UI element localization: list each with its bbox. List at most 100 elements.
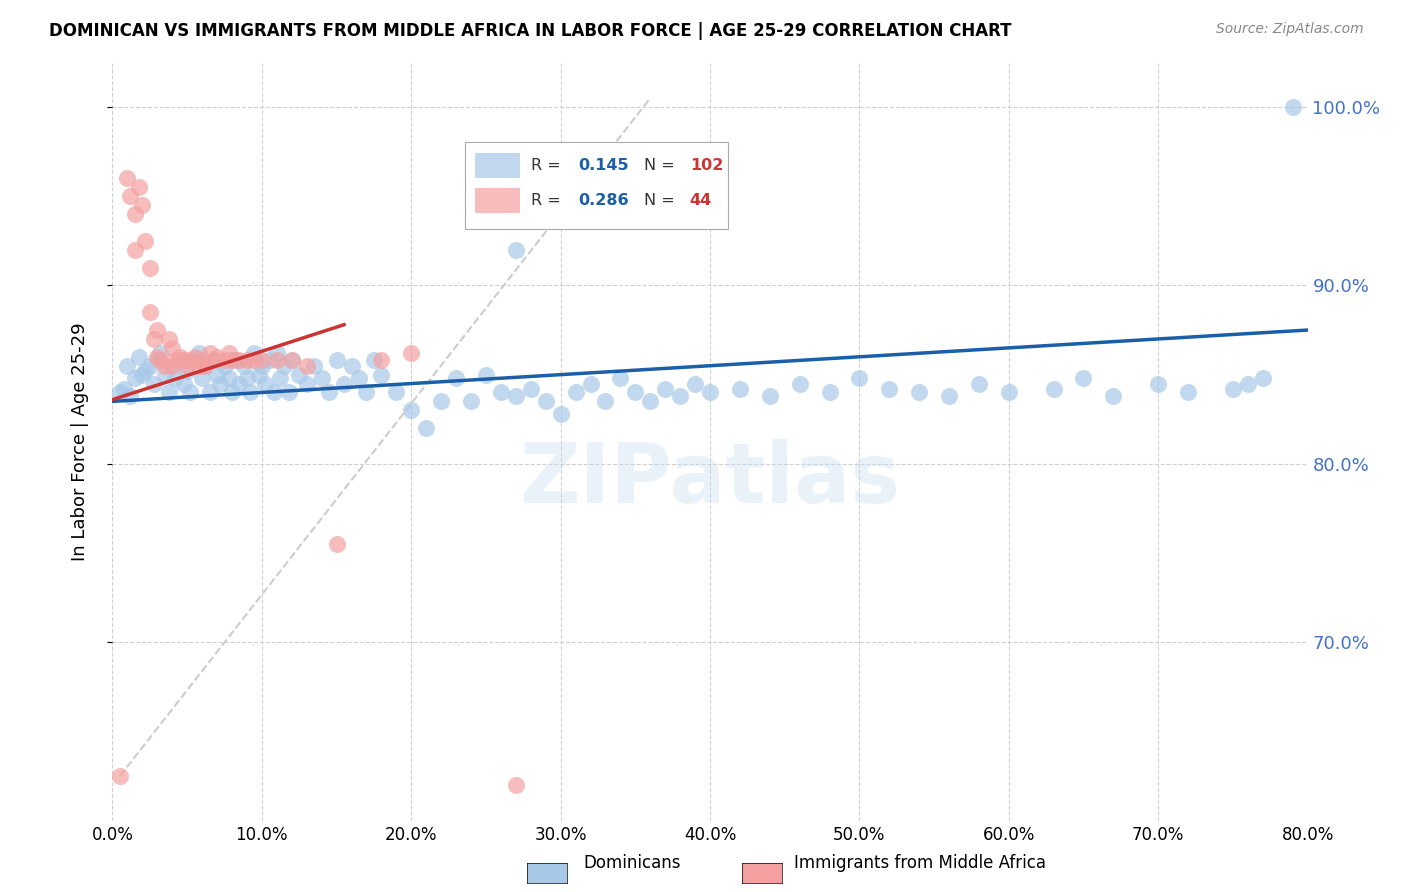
Point — [131, 198, 153, 212]
Point — [221, 353, 243, 368]
Point — [243, 353, 266, 368]
Point — [269, 371, 291, 385]
Point — [401, 403, 423, 417]
Point — [218, 346, 240, 360]
Point — [505, 389, 527, 403]
Point — [848, 371, 870, 385]
Point — [221, 385, 243, 400]
Point — [149, 346, 172, 360]
Point — [818, 385, 841, 400]
Point — [124, 207, 146, 221]
Point — [295, 376, 318, 391]
Point — [879, 382, 901, 396]
Bar — [475, 153, 520, 178]
Point — [347, 371, 370, 385]
Point — [281, 353, 304, 368]
Point — [363, 353, 385, 368]
Point — [281, 353, 304, 368]
Point — [325, 537, 347, 551]
Point — [624, 207, 647, 221]
Point — [183, 353, 205, 368]
Point — [356, 385, 378, 400]
Point — [236, 353, 259, 368]
Point — [1251, 371, 1274, 385]
Point — [228, 376, 250, 391]
Point — [325, 353, 347, 368]
Bar — [475, 188, 520, 212]
Point — [176, 359, 198, 373]
Point — [505, 778, 527, 792]
Point — [134, 364, 156, 378]
Point — [370, 353, 392, 368]
Point — [401, 346, 423, 360]
Point — [128, 350, 150, 364]
Text: 44: 44 — [690, 193, 711, 208]
Point — [699, 385, 721, 400]
Text: 102: 102 — [690, 158, 723, 173]
Point — [146, 350, 169, 364]
Point — [128, 180, 150, 194]
Point — [173, 376, 195, 391]
Point — [243, 346, 266, 360]
Point — [134, 234, 156, 248]
Point — [153, 368, 176, 382]
Point — [534, 394, 557, 409]
Text: ZIPatlas: ZIPatlas — [520, 439, 900, 520]
Point — [214, 353, 236, 368]
Point — [385, 385, 408, 400]
Point — [266, 353, 288, 368]
Point — [183, 350, 205, 364]
Point — [173, 353, 195, 368]
Point — [194, 359, 217, 373]
Point — [143, 376, 166, 391]
Point — [124, 243, 146, 257]
Point — [640, 394, 662, 409]
Point — [139, 359, 162, 373]
Point — [288, 368, 311, 382]
Point — [146, 353, 169, 368]
Point — [188, 346, 211, 360]
Point — [683, 376, 706, 391]
Text: Immigrants from Middle Africa: Immigrants from Middle Africa — [794, 855, 1046, 872]
Point — [430, 394, 453, 409]
Point — [595, 394, 617, 409]
Point — [295, 359, 318, 373]
Point — [139, 305, 162, 319]
Point — [247, 368, 270, 382]
Point — [202, 353, 225, 368]
Point — [250, 359, 273, 373]
Point — [415, 421, 437, 435]
Point — [169, 353, 191, 368]
Point — [728, 382, 751, 396]
Point — [370, 368, 392, 382]
Point — [117, 359, 139, 373]
Point — [191, 371, 214, 385]
Point — [205, 350, 228, 364]
Point — [489, 385, 512, 400]
Point — [333, 376, 356, 391]
Point — [124, 371, 146, 385]
Point — [1177, 385, 1199, 400]
Point — [214, 359, 236, 373]
Point — [460, 394, 482, 409]
Point — [302, 359, 325, 373]
Point — [318, 385, 340, 400]
Point — [114, 382, 135, 396]
Text: DOMINICAN VS IMMIGRANTS FROM MIDDLE AFRICA IN LABOR FORCE | AGE 25-29 CORRELATIO: DOMINICAN VS IMMIGRANTS FROM MIDDLE AFRI… — [49, 22, 1012, 40]
Point — [340, 359, 363, 373]
Point — [120, 389, 142, 403]
Point — [224, 353, 246, 368]
Y-axis label: In Labor Force | Age 25-29: In Labor Force | Age 25-29 — [70, 322, 89, 561]
Text: R =: R = — [531, 193, 565, 208]
Point — [108, 385, 131, 400]
Point — [1281, 100, 1303, 114]
Point — [139, 260, 162, 275]
Point — [759, 389, 782, 403]
Point — [550, 407, 572, 421]
Text: R =: R = — [531, 158, 565, 173]
Text: Source: ZipAtlas.com: Source: ZipAtlas.com — [1216, 22, 1364, 37]
Text: 0.286: 0.286 — [579, 193, 630, 208]
Point — [205, 368, 228, 382]
Point — [131, 368, 153, 382]
Point — [273, 359, 295, 373]
